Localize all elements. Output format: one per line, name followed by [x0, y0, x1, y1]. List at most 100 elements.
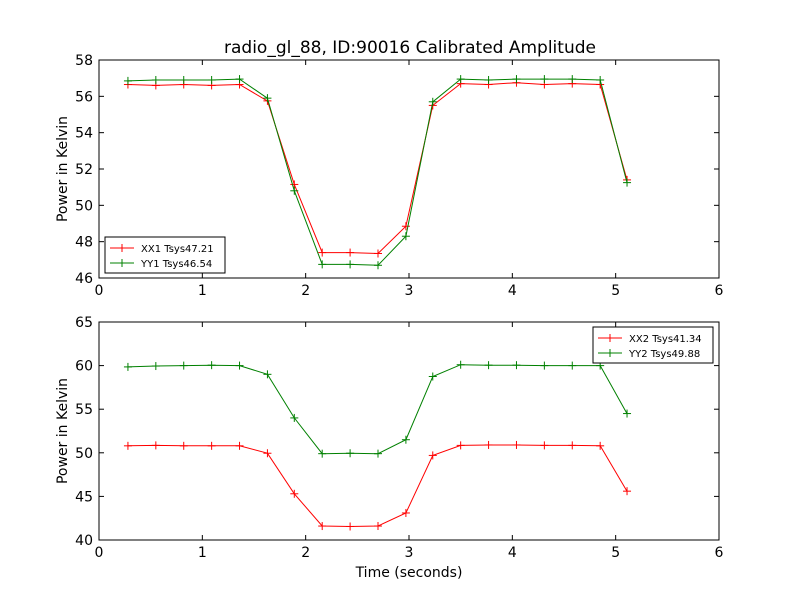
data-point-marker: [151, 362, 160, 371]
data-point-marker: [484, 75, 493, 84]
data-point-marker: [401, 435, 410, 444]
x-tick-label: 6: [715, 545, 724, 561]
data-point-marker: [456, 360, 465, 369]
data-point-marker: [428, 451, 437, 460]
data-point-marker: [263, 370, 272, 379]
y-tick-label: 54: [75, 126, 93, 142]
data-point-marker: [207, 441, 216, 450]
figure-title: radio_gl_88, ID:90016 Calibrated Amplitu…: [224, 38, 596, 58]
data-point-marker: [151, 75, 160, 84]
data-point-marker: [374, 449, 382, 458]
series-2: [123, 75, 632, 270]
y-axis-label: Power in Kelvin: [55, 116, 71, 222]
data-point-marker: [123, 441, 132, 450]
x-tick-label: 0: [95, 545, 104, 561]
data-point-marker: [263, 449, 272, 458]
legend-item: YY1 Tsys46.54: [110, 259, 212, 270]
legend-item: YY2 Tsys49.88: [598, 349, 700, 360]
data-point-marker: [318, 522, 327, 531]
x-tick-label: 1: [198, 545, 207, 561]
data-point-marker: [123, 76, 132, 85]
x-tick-label: 2: [301, 545, 310, 561]
data-point-marker: [151, 441, 160, 450]
legend-label: YY1 Tsys46.54: [140, 259, 212, 270]
legend: XX2 Tsys41.34 YY2 Tsys49.88: [592, 326, 714, 364]
data-point-marker: [428, 97, 437, 106]
x-tick-label: 5: [611, 545, 620, 561]
data-point-marker: [540, 75, 549, 84]
x-tick-label: 0: [95, 283, 104, 299]
data-point-marker: [318, 260, 327, 269]
data-point-marker: [540, 361, 549, 370]
data-point-marker: [346, 449, 355, 458]
legend-box: [104, 236, 226, 274]
data-point-marker: [207, 75, 216, 84]
series-2: [123, 360, 632, 458]
data-point-marker: [428, 372, 437, 381]
data-point-marker: [346, 522, 355, 531]
data-point-marker: [318, 248, 327, 257]
y-tick-label: 65: [75, 315, 93, 331]
data-point-marker: [290, 413, 299, 422]
y-tick-label: 40: [75, 533, 93, 549]
data-point-marker: [346, 248, 355, 257]
x-tick-label: 3: [405, 283, 414, 299]
data-point-marker: [568, 441, 577, 450]
data-point-marker: [207, 361, 216, 370]
y-tick-label: 50: [75, 446, 93, 462]
data-point-marker: [179, 361, 188, 370]
x-tick-label: 2: [301, 283, 310, 299]
data-point-marker: [512, 440, 521, 449]
x-tick-label: 1: [198, 283, 207, 299]
y-axis-label: Power in Kelvin: [55, 378, 71, 484]
legend-box: [592, 326, 714, 364]
data-point-marker: [179, 441, 188, 450]
data-point-marker: [512, 361, 521, 370]
data-point-marker: [484, 361, 493, 370]
x-tick-label: 3: [405, 545, 414, 561]
data-point-marker: [346, 260, 355, 269]
y-tick-label: 55: [75, 402, 93, 418]
y-tick-label: 50: [75, 198, 93, 214]
data-point-marker: [456, 75, 465, 84]
data-point-marker: [374, 249, 382, 258]
data-point-marker: [401, 232, 410, 241]
data-point-marker: [290, 489, 299, 498]
data-point-marker: [623, 178, 632, 187]
data-point-marker: [623, 409, 632, 418]
data-point-marker: [290, 186, 299, 195]
data-point-marker: [235, 361, 244, 370]
legend-label: YY2 Tsys49.88: [628, 349, 700, 360]
data-point-marker: [123, 362, 132, 371]
legend-item: XX2 Tsys41.34: [598, 334, 702, 345]
series-1: [123, 440, 632, 531]
x-axis-label: Time (seconds): [355, 565, 463, 581]
data-point-marker: [540, 441, 549, 450]
data-point-marker: [318, 449, 327, 458]
y-tick-label: 56: [75, 89, 93, 105]
data-point-marker: [512, 75, 521, 84]
x-tick-label: 5: [611, 283, 620, 299]
y-tick-label: 45: [75, 489, 93, 505]
y-tick-label: 52: [75, 162, 93, 178]
y-tick-label: 60: [75, 359, 93, 375]
y-tick-label: 58: [75, 53, 93, 69]
data-point-marker: [263, 94, 272, 103]
data-point-marker: [374, 522, 382, 531]
x-tick-label: 6: [715, 283, 724, 299]
data-point-marker: [401, 508, 410, 517]
data-point-marker: [623, 487, 632, 496]
x-tick-label: 4: [508, 283, 517, 299]
data-point-marker: [235, 75, 244, 84]
data-point-marker: [484, 440, 493, 449]
legend-item: XX1 Tsys47.21: [110, 244, 214, 255]
data-point-marker: [179, 75, 188, 84]
y-tick-label: 46: [75, 271, 93, 287]
legend-label: XX2 Tsys41.34: [629, 334, 702, 345]
x-tick-label: 4: [508, 545, 517, 561]
y-tick-label: 48: [75, 235, 93, 251]
